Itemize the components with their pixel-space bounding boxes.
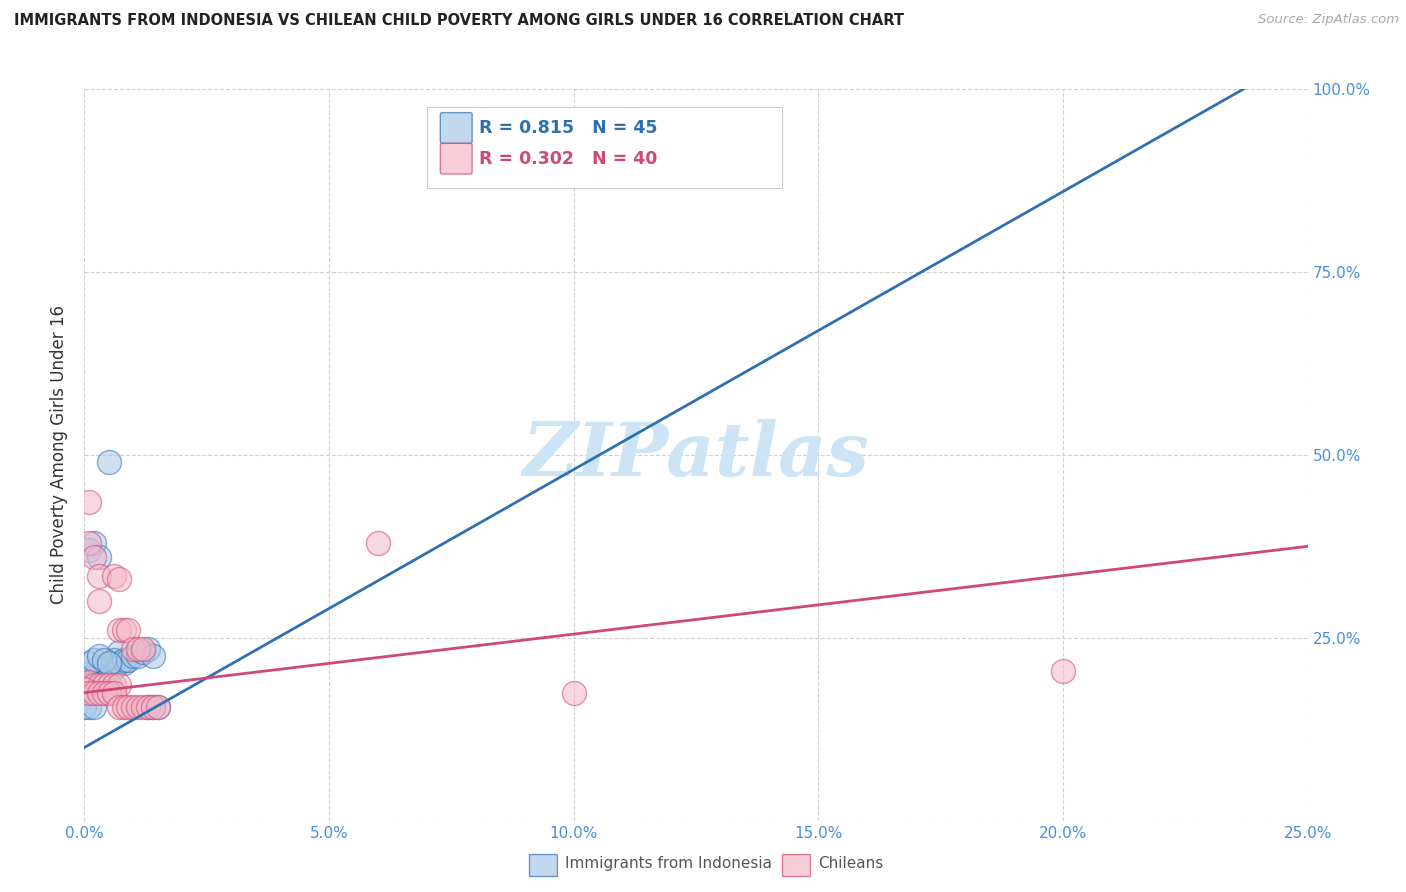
- Point: [127, 700, 149, 714]
- Point: [103, 686, 125, 700]
- Point: [77, 681, 100, 696]
- Point: [122, 649, 145, 664]
- Text: Immigrants from Indonesia: Immigrants from Indonesia: [565, 856, 772, 871]
- Point: [87, 686, 110, 700]
- FancyBboxPatch shape: [440, 112, 472, 144]
- Point: [93, 671, 115, 685]
- Point: [562, 686, 585, 700]
- Point: [97, 660, 120, 674]
- Point: [83, 671, 105, 685]
- Point: [103, 678, 125, 692]
- Point: [122, 700, 145, 714]
- Point: [107, 678, 129, 692]
- Point: [97, 657, 120, 671]
- Point: [136, 700, 159, 714]
- Point: [97, 671, 120, 685]
- Point: [117, 653, 139, 667]
- Point: [77, 671, 100, 685]
- Point: [93, 686, 115, 700]
- Point: [122, 641, 145, 656]
- Point: [87, 649, 110, 664]
- Point: [97, 455, 120, 469]
- Point: [93, 678, 115, 692]
- FancyBboxPatch shape: [427, 108, 782, 188]
- Text: R = 0.302   N = 40: R = 0.302 N = 40: [479, 150, 658, 168]
- Point: [77, 674, 100, 689]
- Point: [112, 653, 135, 667]
- Point: [73, 686, 96, 700]
- Point: [93, 674, 115, 689]
- Point: [146, 700, 169, 714]
- Point: [112, 657, 135, 671]
- Point: [112, 624, 135, 638]
- Point: [83, 674, 105, 689]
- Text: ZIPatlas: ZIPatlas: [523, 418, 869, 491]
- Point: [77, 674, 100, 689]
- Point: [83, 550, 105, 565]
- Point: [77, 700, 100, 714]
- Point: [103, 568, 125, 582]
- Text: R = 0.815   N = 45: R = 0.815 N = 45: [479, 119, 658, 137]
- Point: [93, 653, 115, 667]
- Text: Chileans: Chileans: [818, 856, 883, 871]
- Point: [132, 700, 155, 714]
- Point: [87, 594, 110, 608]
- Point: [87, 678, 110, 692]
- Point: [77, 495, 100, 509]
- Point: [117, 700, 139, 714]
- Point: [142, 649, 165, 664]
- Point: [73, 681, 96, 696]
- Point: [132, 645, 155, 659]
- Text: IMMIGRANTS FROM INDONESIA VS CHILEAN CHILD POVERTY AMONG GIRLS UNDER 16 CORRELAT: IMMIGRANTS FROM INDONESIA VS CHILEAN CHI…: [14, 13, 904, 29]
- Point: [136, 700, 159, 714]
- Y-axis label: Child Poverty Among Girls Under 16: Child Poverty Among Girls Under 16: [51, 305, 69, 605]
- Point: [97, 678, 120, 692]
- Point: [112, 700, 135, 714]
- Point: [367, 535, 389, 549]
- Point: [87, 660, 110, 674]
- Point: [142, 700, 165, 714]
- Point: [127, 649, 149, 664]
- Point: [117, 624, 139, 638]
- Point: [83, 700, 105, 714]
- Point: [127, 641, 149, 656]
- Point: [83, 686, 105, 700]
- Point: [73, 700, 96, 714]
- Point: [83, 678, 105, 692]
- Point: [107, 572, 129, 586]
- Point: [103, 660, 125, 674]
- Point: [107, 645, 129, 659]
- Point: [142, 700, 165, 714]
- Point: [93, 678, 115, 692]
- Point: [73, 667, 96, 681]
- Point: [83, 653, 105, 667]
- Point: [136, 641, 159, 656]
- Point: [87, 550, 110, 565]
- Point: [87, 681, 110, 696]
- Point: [107, 624, 129, 638]
- Point: [132, 641, 155, 656]
- Point: [73, 678, 96, 692]
- Text: Source: ZipAtlas.com: Source: ZipAtlas.com: [1258, 13, 1399, 27]
- Point: [77, 657, 100, 671]
- Point: [83, 678, 105, 692]
- Point: [73, 678, 96, 692]
- Point: [73, 674, 96, 689]
- Point: [107, 657, 129, 671]
- Point: [103, 653, 125, 667]
- FancyBboxPatch shape: [440, 144, 472, 174]
- Point: [1052, 664, 1074, 678]
- Point: [146, 700, 169, 714]
- Point: [77, 543, 100, 558]
- Point: [83, 535, 105, 549]
- Point: [107, 700, 129, 714]
- Point: [87, 568, 110, 582]
- Point: [87, 671, 110, 685]
- Point: [97, 686, 120, 700]
- Point: [77, 686, 100, 700]
- Point: [77, 535, 100, 549]
